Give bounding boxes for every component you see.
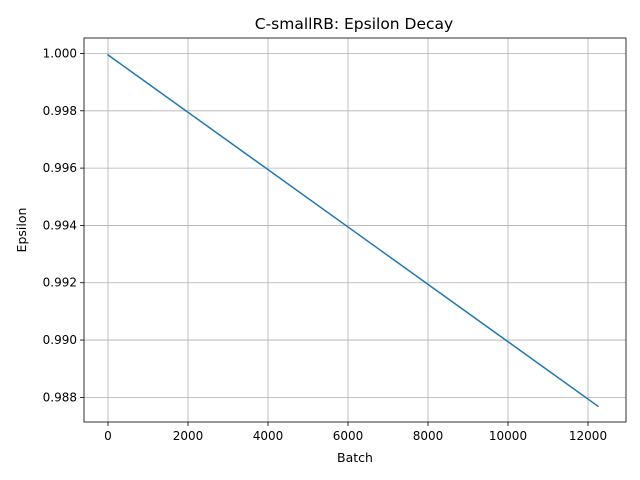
y-tick-label: 0.988 — [43, 390, 77, 404]
x-tick-label: 12000 — [569, 429, 607, 443]
plot-frame — [83, 37, 627, 423]
chart-title: C-smallRB: Epsilon Decay — [255, 15, 453, 33]
x-axis-label: Batch — [337, 450, 373, 465]
x-tick-label: 2000 — [173, 429, 204, 443]
series-line — [106, 53, 600, 408]
x-tick-label: 4000 — [253, 429, 284, 443]
y-tick-label: 0.990 — [43, 333, 77, 347]
x-axis: 0 2000 4000 6000 8000 10000 12000 — [104, 422, 607, 443]
x-tick-label: 0 — [104, 429, 112, 443]
y-tick-label: 0.998 — [43, 104, 77, 118]
grid — [84, 38, 626, 422]
series-layer — [106, 53, 600, 408]
x-tick-label: 10000 — [489, 429, 527, 443]
y-tick-label: 0.994 — [43, 218, 77, 232]
y-tick-label: 0.992 — [43, 276, 77, 290]
y-axis: 0.988 0.990 0.992 0.994 0.996 0.998 1.000 — [43, 46, 84, 404]
y-tick-label: 1.000 — [43, 46, 77, 60]
y-axis-label: Epsilon — [14, 208, 29, 253]
x-tick-label: 6000 — [333, 429, 364, 443]
x-tick-label: 8000 — [413, 429, 444, 443]
y-tick-label: 0.996 — [43, 161, 77, 175]
